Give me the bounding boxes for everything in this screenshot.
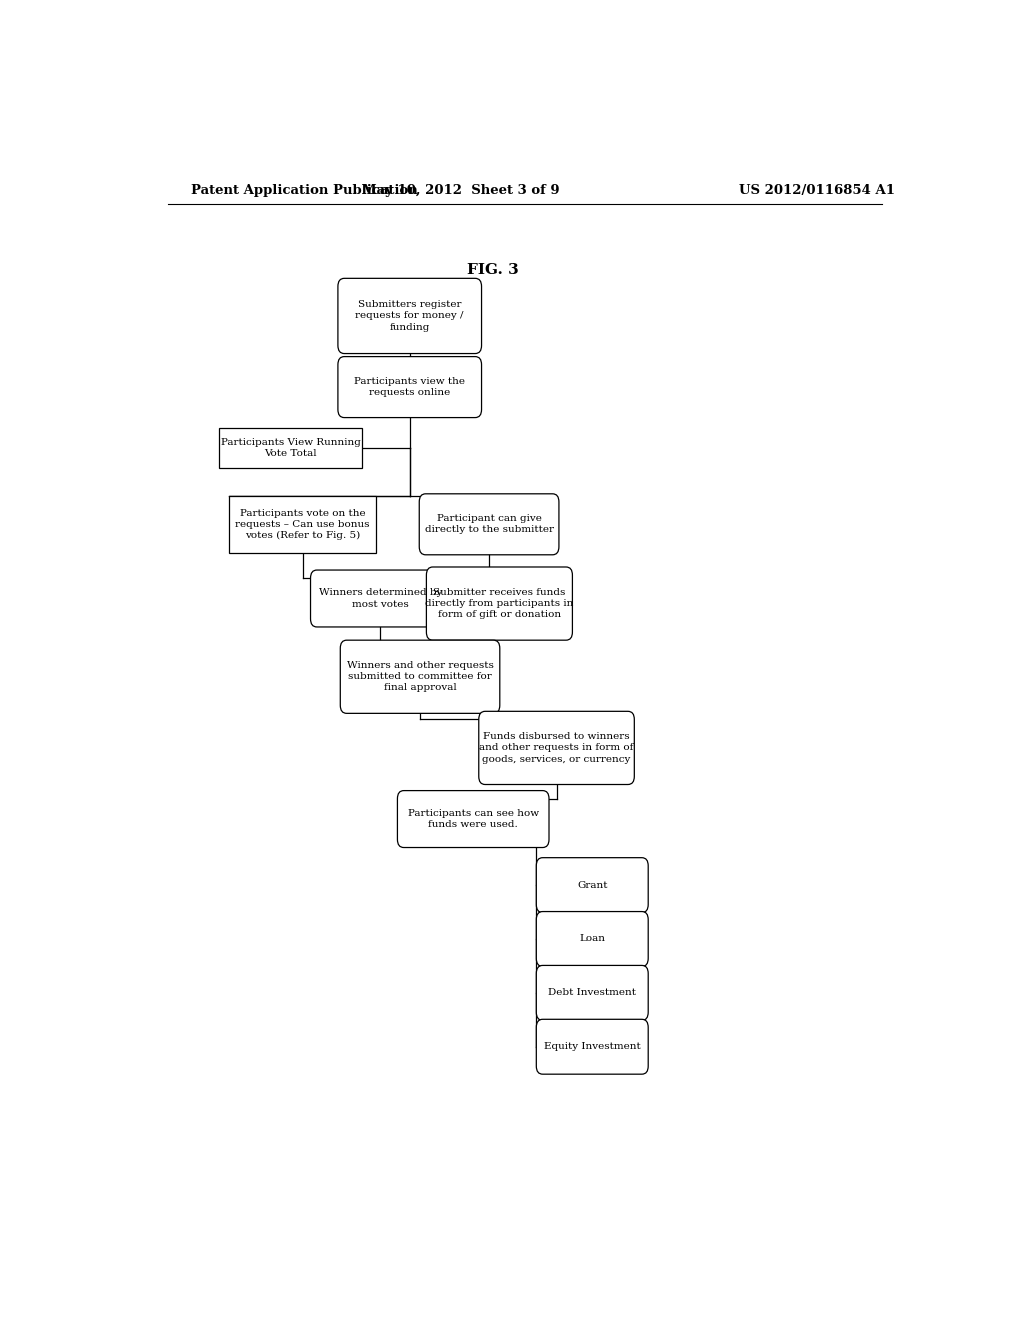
- FancyBboxPatch shape: [419, 494, 559, 554]
- Text: Winners and other requests
submitted to committee for
final approval: Winners and other requests submitted to …: [346, 661, 494, 693]
- Text: FIG. 3: FIG. 3: [467, 263, 519, 277]
- Text: Winners determined by
most votes: Winners determined by most votes: [318, 589, 442, 609]
- FancyBboxPatch shape: [479, 711, 634, 784]
- Text: Equity Investment: Equity Investment: [544, 1043, 641, 1051]
- FancyBboxPatch shape: [537, 912, 648, 966]
- Text: Patent Application Publication: Patent Application Publication: [191, 185, 418, 198]
- FancyBboxPatch shape: [338, 356, 481, 417]
- Text: Participants vote on the
requests – Can use bonus
votes (Refer to Fig. 5): Participants vote on the requests – Can …: [236, 508, 370, 540]
- Text: Funds disbursed to winners
and other requests in form of
goods, services, or cur: Funds disbursed to winners and other req…: [479, 733, 634, 763]
- FancyBboxPatch shape: [338, 279, 481, 354]
- Text: Loan: Loan: [580, 935, 605, 944]
- FancyBboxPatch shape: [426, 568, 572, 640]
- FancyBboxPatch shape: [310, 570, 451, 627]
- FancyBboxPatch shape: [397, 791, 549, 847]
- Bar: [219, 428, 362, 469]
- Text: Participants can see how
funds were used.: Participants can see how funds were used…: [408, 809, 539, 829]
- Text: Participants View Running
Vote Total: Participants View Running Vote Total: [221, 438, 360, 458]
- Text: Participants view the
requests online: Participants view the requests online: [354, 378, 465, 397]
- Text: Submitters register
requests for money /
funding: Submitters register requests for money /…: [355, 301, 464, 331]
- FancyBboxPatch shape: [340, 640, 500, 713]
- Bar: [229, 496, 376, 553]
- Text: Submitter receives funds
directly from participants in
form of gift or donation: Submitter receives funds directly from p…: [425, 587, 573, 619]
- Text: US 2012/0116854 A1: US 2012/0116854 A1: [739, 185, 895, 198]
- Text: May 10, 2012  Sheet 3 of 9: May 10, 2012 Sheet 3 of 9: [362, 185, 560, 198]
- Text: Grant: Grant: [577, 880, 607, 890]
- FancyBboxPatch shape: [537, 1019, 648, 1074]
- FancyBboxPatch shape: [537, 858, 648, 912]
- Text: Debt Investment: Debt Investment: [548, 989, 636, 998]
- FancyBboxPatch shape: [537, 965, 648, 1020]
- Text: Participant can give
directly to the submitter: Participant can give directly to the sub…: [425, 515, 554, 535]
